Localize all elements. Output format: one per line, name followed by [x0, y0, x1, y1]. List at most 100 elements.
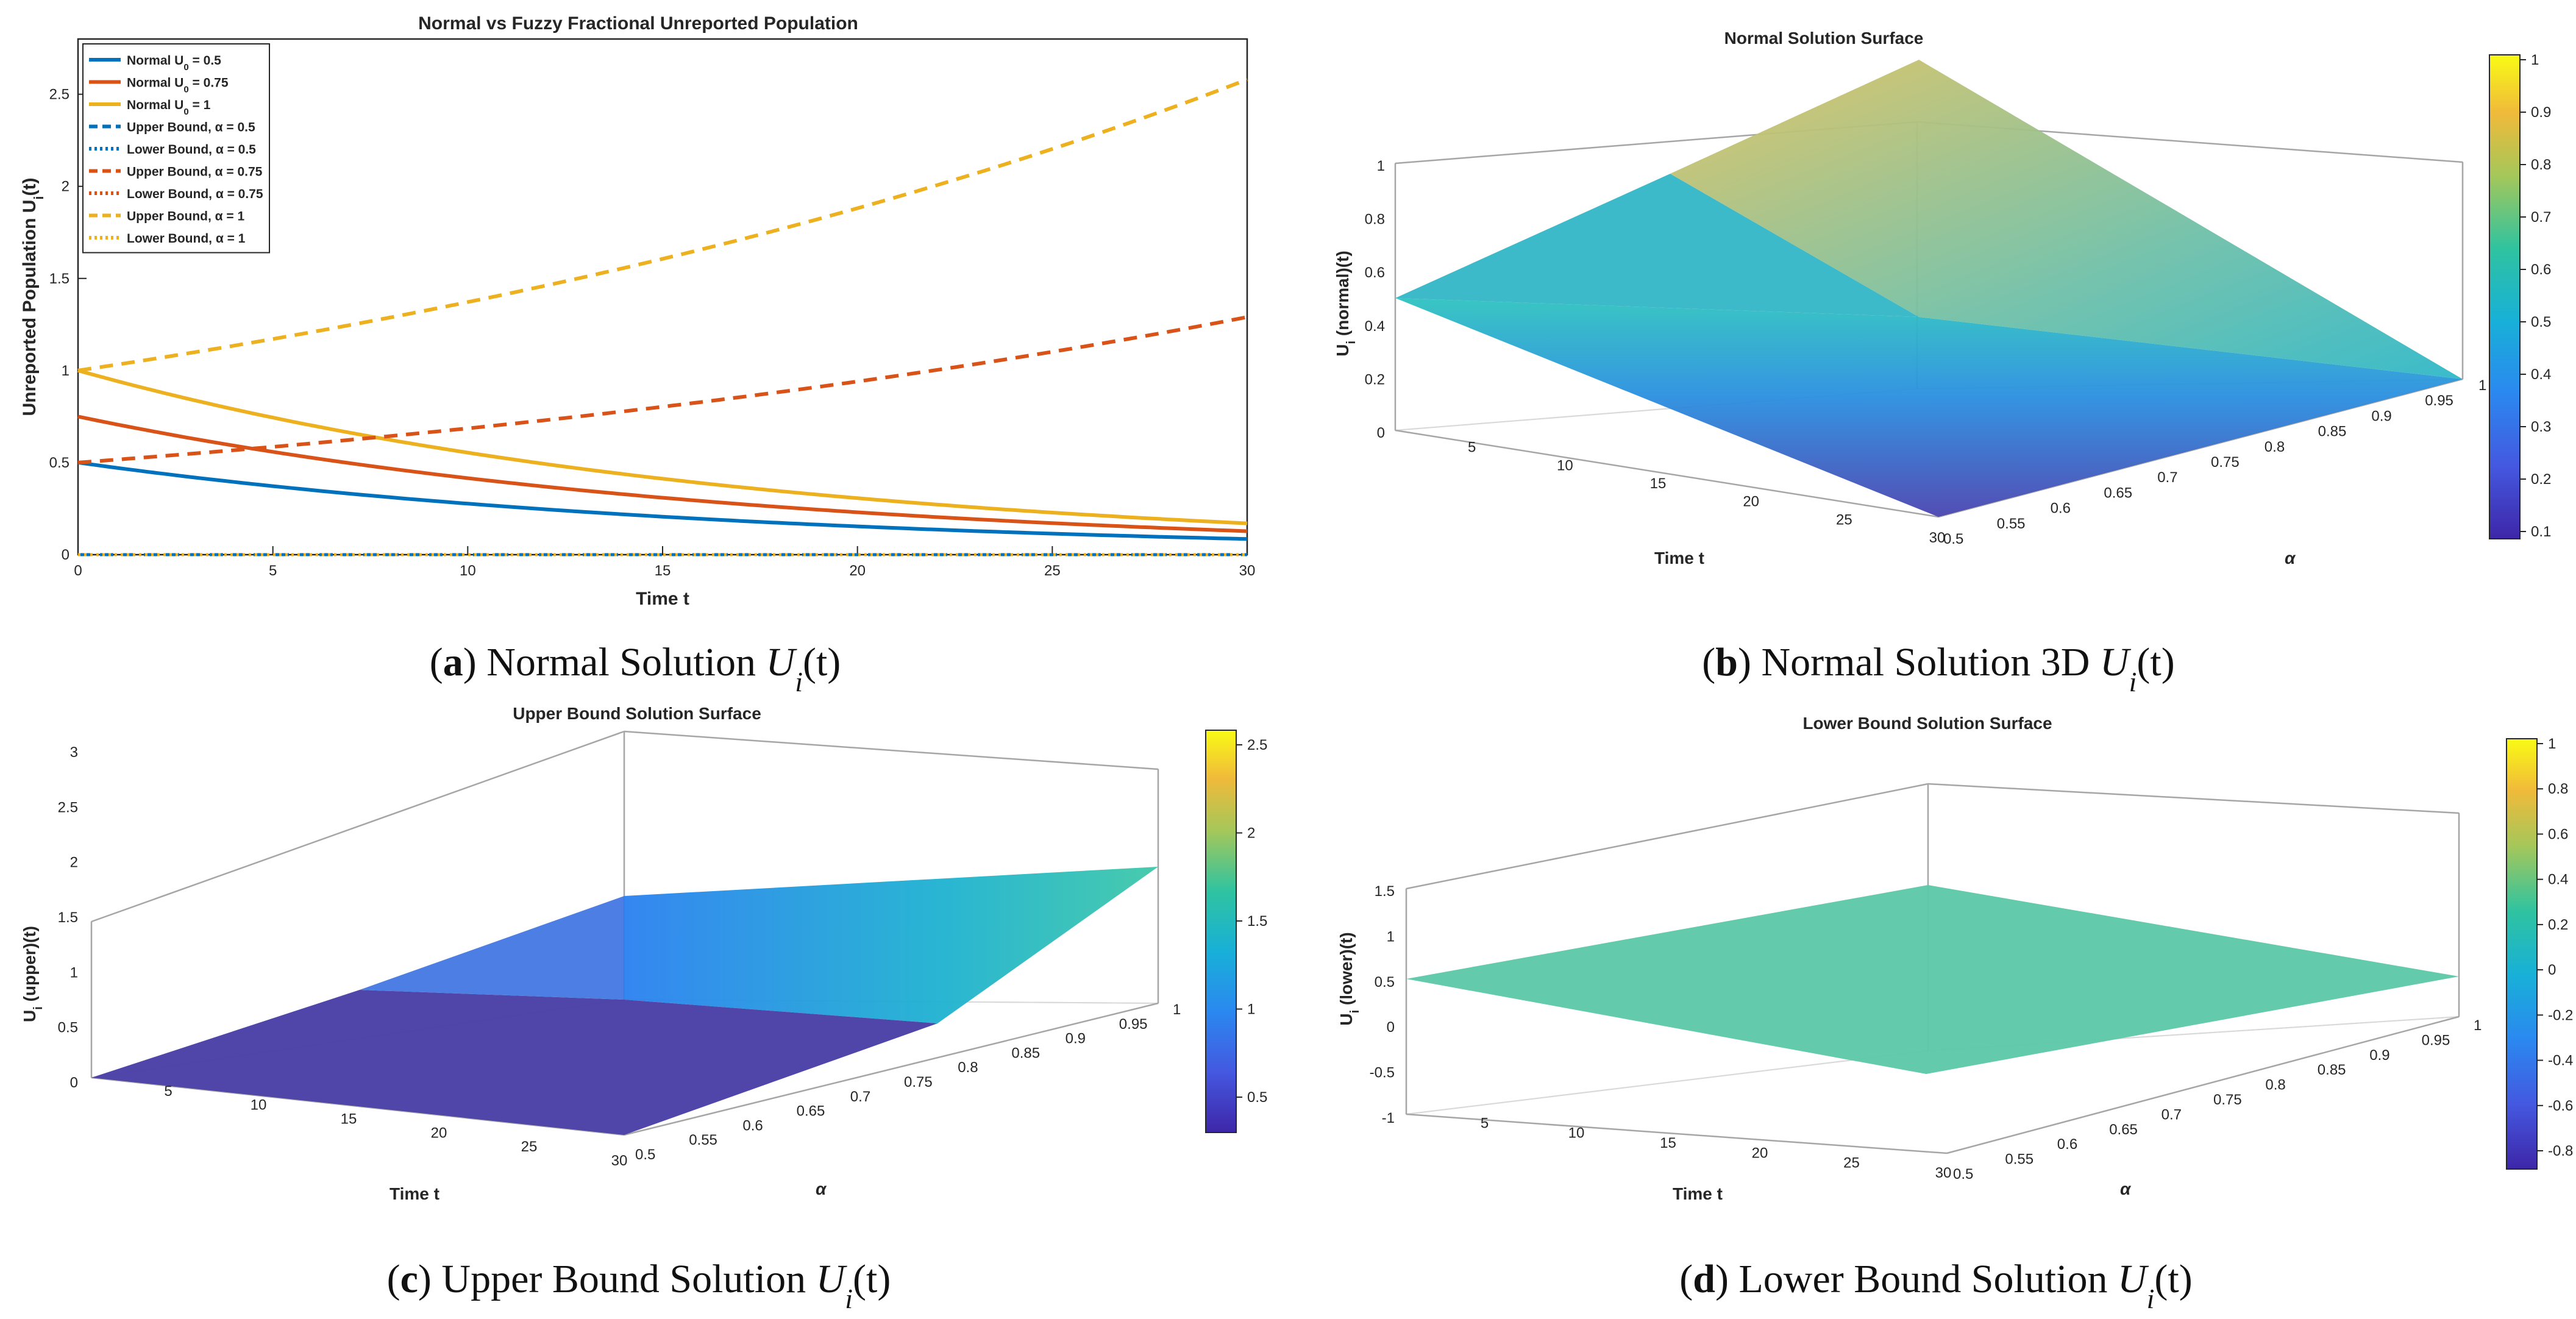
colorbar-tick-label: 0.8	[2531, 157, 2551, 173]
y-tick-label: 0.9	[1066, 1031, 1086, 1047]
y-tick-label: 0.95	[1119, 1016, 1148, 1033]
x-tick-label: 5	[164, 1083, 172, 1100]
y-tick-label: 0.75	[2211, 454, 2240, 471]
x-tick-label: 30	[611, 1153, 628, 1169]
x-tick-label: 15	[341, 1111, 357, 1128]
panel-d: Lower Bound Solution Surface Time t α Ui…	[1337, 714, 2573, 1203]
colorbar-tick-label: -0.6	[2548, 1098, 2573, 1114]
legend-entry: Upper Bound, α = 0.5	[127, 121, 255, 135]
chart-a-xlabel: Time t	[636, 589, 689, 609]
y-tick-label: 0.5	[1943, 531, 1963, 547]
colorbar-tick-label: 0.3	[2531, 419, 2551, 435]
y-tick-label: 0.8	[2265, 1077, 2285, 1093]
colorbar-tick-label: -0.8	[2548, 1143, 2573, 1159]
z-tick-label: 1.5	[1375, 883, 1395, 900]
chart-c-ylabel: α	[816, 1179, 827, 1198]
legend-entry: Normal U0 = 0.75	[127, 76, 229, 95]
y-tick-label: 1	[62, 363, 69, 379]
chart-c-xlabel: Time t	[390, 1184, 439, 1203]
legend-entry: Normal U0 = 1	[127, 98, 211, 117]
z-tick-label: 3	[70, 744, 78, 761]
colorbar-tick-label: 0.6	[2531, 261, 2551, 278]
z-tick-label: 0.6	[1365, 265, 1385, 281]
y-tick-label: 1	[2478, 377, 2486, 394]
x-tick-label: 5	[269, 563, 277, 579]
chart-c-zlabel: Ui (upper)(t)	[20, 926, 45, 1022]
chart-b-colorbar-ticks: 0.1 0.2 0.3 0.4 0.5 0.6 0.7 0.8 0.9 1	[2520, 52, 2551, 540]
chart-a-series	[77, 77, 1248, 556]
x-tick-label: 20	[431, 1125, 447, 1141]
x-tick-label: 0	[74, 563, 82, 579]
y-tick-label: 2	[62, 179, 69, 195]
x-tick-label: 15	[1650, 475, 1667, 492]
y-tick-label: 0.6	[742, 1117, 763, 1134]
y-tick-label: 0.75	[2213, 1092, 2242, 1108]
y-tick-label: 0.85	[1011, 1045, 1040, 1061]
y-tick-label: 0.7	[850, 1089, 870, 1105]
y-tick-label: 2.5	[49, 87, 69, 103]
chart-d-surface	[1406, 885, 2459, 1074]
z-tick-label: 1	[1377, 158, 1385, 174]
chart-c-surface-upper	[624, 867, 1158, 1023]
caption-b: (b) Normal Solution 3D Ui(t)	[1702, 640, 2174, 697]
y-tick-label: 0.95	[2422, 1032, 2450, 1048]
colorbar-tick-label: 0.2	[2531, 471, 2551, 488]
x-tick-label: 30	[1935, 1165, 1952, 1181]
colorbar-tick-label: 2	[1247, 825, 1255, 842]
x-tick-label: 15	[655, 563, 671, 579]
colorbar-tick-label: 1	[1247, 1001, 1255, 1018]
y-tick-label: 0.5	[49, 455, 69, 471]
chart-b-xlabel: Time t	[1654, 549, 1704, 567]
z-tick-label: 2.5	[58, 799, 78, 816]
y-tick-label: 0.55	[2005, 1151, 2033, 1168]
z-tick-label: 0.4	[1365, 318, 1385, 335]
y-tick-label: 0.55	[689, 1132, 717, 1148]
chart-b-surface-lower	[1395, 298, 2463, 517]
series-line-7	[77, 77, 1248, 372]
y-tick-label: 1.5	[49, 271, 69, 287]
chart-c-colorbar	[1205, 730, 1237, 1133]
colorbar-tick-label: 0.2	[2548, 917, 2568, 933]
colorbar-tick-label: 0.8	[2548, 781, 2568, 797]
y-tick-label: 0.9	[2371, 408, 2391, 424]
z-tick-label: -1	[1382, 1110, 1395, 1126]
chart-a-ylabel: Unreported Population Ui(t)	[20, 177, 46, 416]
colorbar-tick-label: 0.6	[2548, 826, 2568, 842]
y-tick-label: 0.85	[2318, 1062, 2346, 1078]
chart-a-axes-box	[77, 38, 1248, 556]
x-tick-label: 5	[1468, 439, 1476, 456]
y-tick-label: 1	[2474, 1017, 2482, 1034]
y-tick-label: 0.55	[1997, 516, 2026, 532]
y-tick-label: 0.65	[2109, 1122, 2138, 1138]
chart-d-ylabel: α	[2120, 1179, 2132, 1198]
colorbar-tick-label: 0	[2548, 962, 2556, 978]
y-tick-label: 0	[62, 547, 69, 563]
caption-a: (a) Normal Solution Ui(t)	[430, 640, 841, 697]
colorbar-tick-label: 0.5	[1247, 1089, 1267, 1106]
colorbar-tick-label: 1	[2548, 736, 2556, 752]
panel-a: Normal vs Fuzzy Fractional Unreported Po…	[20, 13, 1255, 609]
z-tick-label: 1	[70, 964, 78, 981]
series-line-0	[77, 460, 1248, 541]
y-tick-label: 0.6	[2057, 1136, 2077, 1153]
panel-b: Normal Solution Surface Time t α Ui (nor…	[1333, 29, 2551, 567]
chart-d-title: Lower Bound Solution Surface	[1802, 714, 2052, 733]
legend-box	[82, 43, 270, 254]
z-tick-label: 0.2	[1365, 371, 1385, 388]
caption-c: (c) Upper Bound Solution Ui(t)	[387, 1257, 891, 1314]
colorbar-tick-label: 0.4	[2548, 872, 2568, 888]
chart-c-surface-mid	[360, 896, 624, 1000]
chart-b-surface-mid	[1395, 174, 1919, 317]
x-tick-label: 5	[1481, 1115, 1489, 1131]
x-tick-label: 15	[1660, 1135, 1676, 1151]
legend-entry: Lower Bound, α = 0.5	[127, 143, 256, 157]
y-tick-label: 0.7	[2157, 469, 2177, 486]
series-line-2	[77, 369, 1248, 525]
legend-entry: Lower Bound, α = 0.75	[127, 187, 263, 201]
chart-d-zlabel: Ui (lower)(t)	[1337, 932, 1362, 1025]
chart-a-legend: Normal U0 = 0.5 Normal U0 = 0.75 Normal U0…	[82, 43, 270, 254]
chart-d-colorbar	[2506, 738, 2538, 1170]
x-tick-label: 10	[1568, 1125, 1585, 1142]
